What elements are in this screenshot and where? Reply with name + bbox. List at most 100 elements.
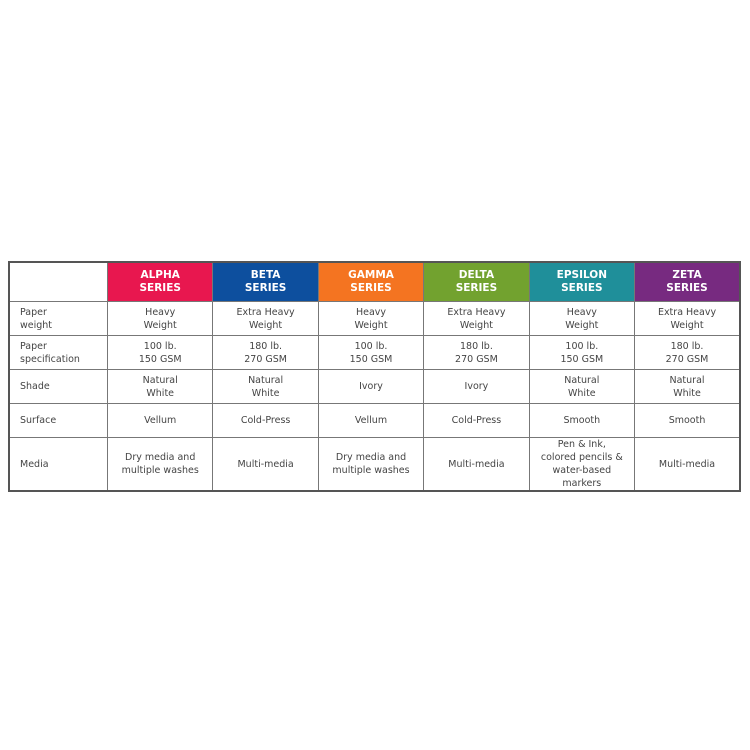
row-label: Paper specification <box>8 335 108 370</box>
header-text: SERIES <box>455 282 498 294</box>
table-cell: Natural White <box>212 369 319 404</box>
cell-line: Vellum <box>354 415 388 426</box>
header-text: SERIES <box>350 282 392 294</box>
header-beta-series: BETA SERIES <box>212 262 319 302</box>
cell-line: 180 lb. <box>460 340 493 352</box>
cell-line: White <box>673 387 701 399</box>
header-epsilon-series: EPSILON SERIES <box>528 262 636 302</box>
table-cell: Extra Heavy Weight <box>423 301 530 336</box>
cell-line: 100 lb. <box>143 340 177 352</box>
table-cell: Natural White <box>106 369 214 404</box>
cell-line: White <box>568 387 596 399</box>
header-zeta-series: ZETA SERIES <box>634 262 741 302</box>
header-text: SERIES <box>244 282 287 294</box>
cell-line: Natural <box>564 374 600 386</box>
table-cell: Smooth <box>634 403 741 438</box>
cell-line: Media <box>20 458 49 470</box>
table-cell: 180 lb. 270 GSM <box>212 335 319 370</box>
cell-line: Paper <box>20 340 47 352</box>
table-cell: Cold-Press <box>212 403 319 438</box>
header-delta-series: DELTA SERIES <box>423 262 530 302</box>
table-cell: Ivory <box>317 369 425 404</box>
table-row: Shade Natural White Natural White Ivory Ivory N… <box>8 369 741 404</box>
table-cell: 100 lb. 150 GSM <box>528 335 636 370</box>
cell-line: 100 lb. <box>565 340 599 352</box>
cell-line: Extra Heavy <box>236 306 295 318</box>
cell-line: Multi-media <box>658 458 716 470</box>
cell-line: Smooth <box>668 415 706 426</box>
cell-line: colored pencils & <box>540 452 623 463</box>
header-text: ALPHA <box>140 269 180 281</box>
cell-line: Multi-media <box>448 458 505 470</box>
table-cell: Heavy Weight <box>106 301 214 336</box>
cell-line: 150 GSM <box>560 353 604 365</box>
cell-line: Shade <box>20 381 50 392</box>
cell-line: Weight <box>459 319 493 331</box>
cell-line: Heavy <box>145 306 176 318</box>
table-cell: 180 lb. 270 GSM <box>423 335 530 370</box>
cell-line: multiple washes <box>332 465 410 476</box>
table-cell: Ivory <box>423 369 530 404</box>
cell-line: Weight <box>143 319 177 331</box>
header-text: SERIES <box>666 282 708 294</box>
cell-line: 270 GSM <box>455 353 498 365</box>
cell-line: Paper <box>20 306 47 318</box>
cell-line: 180 lb. <box>249 340 283 352</box>
cell-line: Cold-Press <box>451 415 502 426</box>
cell-line: Cold-Press <box>240 415 291 426</box>
cell-line: Natural <box>248 374 284 386</box>
cell-line: White <box>251 387 280 399</box>
table-cell: Natural White <box>634 369 741 404</box>
series-comparison-table: ALPHA SERIES BETA SERIES GAMMA SERIES DELTA SER… <box>8 261 741 492</box>
cell-line: Heavy <box>355 306 387 318</box>
header-text: DELTA <box>458 269 495 281</box>
cell-line: Ivory <box>464 381 489 392</box>
row-label: Shade <box>8 369 108 404</box>
table-cell: 180 lb. 270 GSM <box>634 335 741 370</box>
cell-line: Pen & Ink, <box>557 439 606 450</box>
header-text: ZETA <box>672 269 702 281</box>
cell-line: Dry media and <box>335 452 407 463</box>
cell-line: Extra Heavy <box>657 306 717 318</box>
table-cell: Dry media and multiple washes <box>317 437 425 492</box>
table-cell: Vellum <box>106 403 214 438</box>
cell-line: Surface <box>20 415 57 426</box>
table-cell: Pen & Ink, colored pencils & water-based m… <box>528 437 636 492</box>
header-text: EPSILON <box>556 269 608 281</box>
cell-line: multiple washes <box>121 465 199 476</box>
table-cell: Vellum <box>317 403 425 438</box>
row-label: Media <box>8 437 108 492</box>
header-text: BETA <box>250 269 281 281</box>
cell-line: Natural <box>142 374 178 386</box>
cell-line: 150 GSM <box>349 353 393 365</box>
cell-line: 180 lb. <box>670 340 704 352</box>
table-cell: Extra Heavy Weight <box>634 301 741 336</box>
cell-line: water-based markers <box>552 465 612 489</box>
table-cell: Smooth <box>528 403 636 438</box>
header-blank-cell <box>8 262 108 302</box>
table-cell: Multi-media <box>212 437 319 492</box>
row-label: Paper weight <box>8 301 108 336</box>
table-cell: Heavy Weight <box>528 301 636 336</box>
table-row: Surface Vellum Cold-Press Vellum Cold-Press S… <box>8 403 741 438</box>
table-cell: Multi-media <box>423 437 530 492</box>
cell-line: Ivory <box>359 381 383 392</box>
table-row: Paper weight Heavy Weight Extra Heavy Weight H… <box>8 301 741 336</box>
cell-line: weight <box>20 319 53 331</box>
cell-line: Extra Heavy <box>447 306 506 318</box>
cell-line: 270 GSM <box>665 353 709 365</box>
cell-line: Weight <box>565 319 599 331</box>
cell-line: Natural <box>669 374 705 386</box>
cell-line: Weight <box>670 319 704 331</box>
table-cell: Heavy Weight <box>317 301 425 336</box>
cell-line: Weight <box>354 319 388 331</box>
table-cell: Cold-Press <box>423 403 530 438</box>
cell-line: 100 lb. <box>354 340 388 352</box>
cell-line: 150 GSM <box>138 353 182 365</box>
cell-line: Smooth <box>563 415 601 426</box>
table-cell: Natural White <box>528 369 636 404</box>
cell-line: Heavy <box>566 306 597 318</box>
table-row: Media Dry media and multiple washes Multi-m… <box>8 437 741 492</box>
header-text: SERIES <box>139 282 181 294</box>
cell-line: 270 GSM <box>244 353 287 365</box>
